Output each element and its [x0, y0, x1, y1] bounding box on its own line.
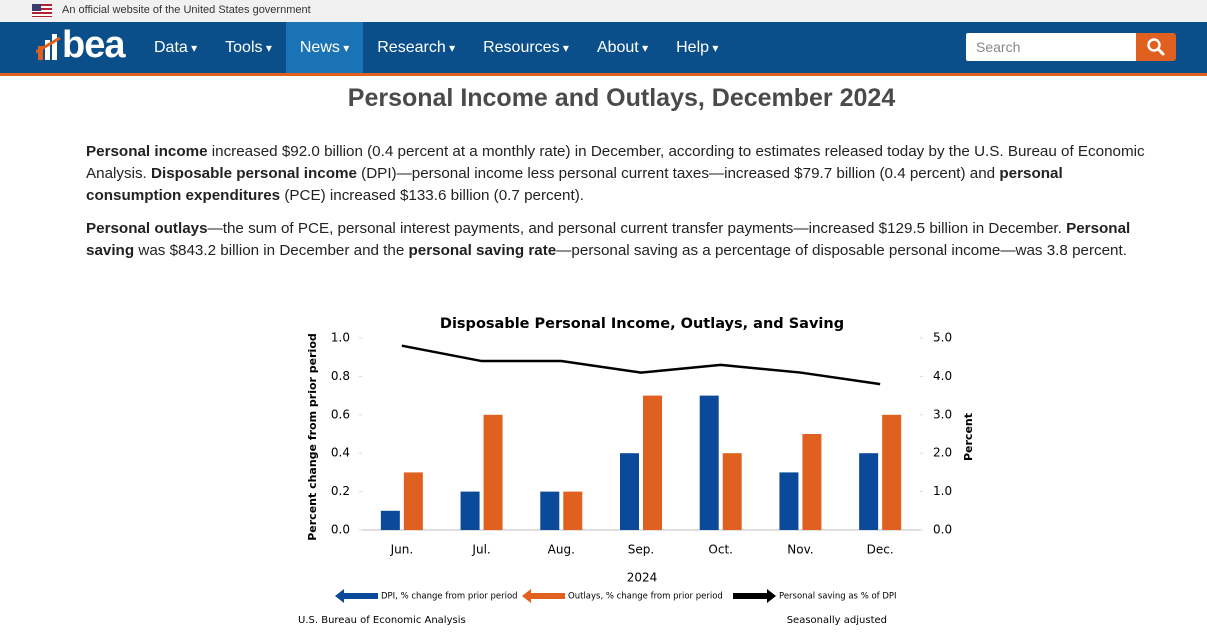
y2-tick-label: 1.0 [933, 484, 952, 498]
search-button[interactable] [1136, 33, 1176, 61]
nav-item[interactable]: Research [363, 22, 469, 73]
y-tick-label: 0.2 [331, 484, 350, 498]
y-axis-label: Percent change from prior period [306, 333, 319, 541]
gov-banner: An official website of the United States… [0, 0, 1207, 22]
text-run: Personal outlays [86, 220, 208, 237]
article-body: Personal income increased $92.0 billion … [86, 141, 1156, 273]
bar [460, 491, 480, 530]
legend-swatch [335, 589, 378, 603]
x-tick-label: Aug. [548, 543, 575, 557]
x-tick-label: Dec. [867, 543, 894, 557]
bar [882, 414, 902, 530]
y-tick-label: 0.4 [331, 446, 350, 460]
nav-item[interactable]: Data [140, 22, 211, 73]
banner-text: An official website of the United States… [62, 4, 311, 16]
y2-axis-label: Percent [962, 413, 975, 461]
text-run: (DPI)—personal income less personal curr… [356, 165, 1000, 182]
legend-label: Personal saving as % of DPI [779, 592, 897, 602]
page-title: Personal Income and Outlays, December 20… [347, 84, 896, 112]
bar [563, 491, 583, 530]
nav-item[interactable]: Resources [469, 22, 583, 73]
flag-icon [32, 4, 52, 17]
y-tick-label: 0.8 [331, 369, 350, 383]
legend-label: DPI, % change from prior period [381, 592, 518, 602]
bar [779, 472, 799, 530]
nav-item[interactable]: Tools [211, 22, 286, 73]
bar [380, 510, 400, 530]
paragraph: Personal income increased $92.0 billion … [86, 141, 1156, 207]
bar [540, 491, 560, 530]
x-tick-label: Oct. [708, 543, 733, 557]
search-input[interactable]: Search [966, 33, 1136, 61]
text-run: personal saving rate [408, 242, 557, 259]
chart-title: Disposable Personal Income, Outlays, and… [440, 316, 844, 332]
saving-line [401, 344, 881, 386]
x-tick-label: Sep. [628, 543, 654, 557]
bar [859, 453, 879, 530]
nav-item[interactable]: About [583, 22, 662, 73]
legend-label: Outlays, % change from prior period [568, 592, 723, 602]
nav-item[interactable]: News [285, 22, 364, 73]
navbar: bea DataToolsNewsResearchResourcesAboutH… [0, 22, 1207, 76]
chart: Disposable Personal Income, Outlays, and… [298, 316, 975, 626]
logo-icon[interactable] [36, 32, 62, 62]
text-run: (PCE) increased $133.6 billion (0.7 perc… [280, 187, 584, 204]
text-run: —personal saving as a percentage of disp… [556, 242, 1127, 259]
text-run: —the sum of PCE, personal interest payme… [207, 220, 1067, 237]
logo[interactable]: bea [62, 24, 125, 66]
text-run: personal consumption expenditures [86, 165, 1063, 204]
bar [699, 395, 719, 530]
bar [483, 414, 503, 530]
bar [643, 395, 662, 530]
bar [722, 453, 742, 530]
nav-item[interactable]: Help [662, 22, 732, 73]
y2-tick-label: 2.0 [933, 446, 952, 460]
text-run: was $843.2 billion in December and the [134, 242, 409, 259]
y-tick-label: 0.6 [331, 407, 350, 421]
x-tick-label: Jul. [471, 543, 490, 557]
legend-swatch [522, 589, 565, 603]
x-axis-label: 2024 [627, 571, 658, 585]
bar [620, 453, 639, 530]
y2-tick-label: 4.0 [933, 369, 952, 383]
source: U.S. Bureau of Economic Analysis [298, 615, 466, 626]
y2-tick-label: 3.0 [933, 407, 952, 421]
bar [802, 434, 822, 530]
menu: DataToolsNewsResearchResourcesAboutHelp [140, 22, 732, 73]
bar [403, 472, 423, 530]
note: Seasonally adjusted [787, 615, 887, 626]
y-tick-label: 1.0 [331, 331, 350, 345]
text-run: Disposable personal income [151, 165, 357, 182]
x-tick-label: Jun. [390, 543, 414, 557]
text-run: Personal income [86, 143, 208, 160]
x-tick-label: Nov. [787, 543, 813, 557]
text-run: Personal saving [86, 220, 1131, 259]
y2-tick-label: 5.0 [933, 331, 952, 345]
legend-swatch [733, 589, 776, 603]
paragraph: Personal outlays—the sum of PCE, persona… [86, 218, 1156, 262]
y2-tick-label: 0.0 [933, 523, 952, 537]
text-run: increased $92.0 billion (0.4 percent at … [86, 143, 1145, 182]
y-tick-label: 0.0 [331, 523, 350, 537]
